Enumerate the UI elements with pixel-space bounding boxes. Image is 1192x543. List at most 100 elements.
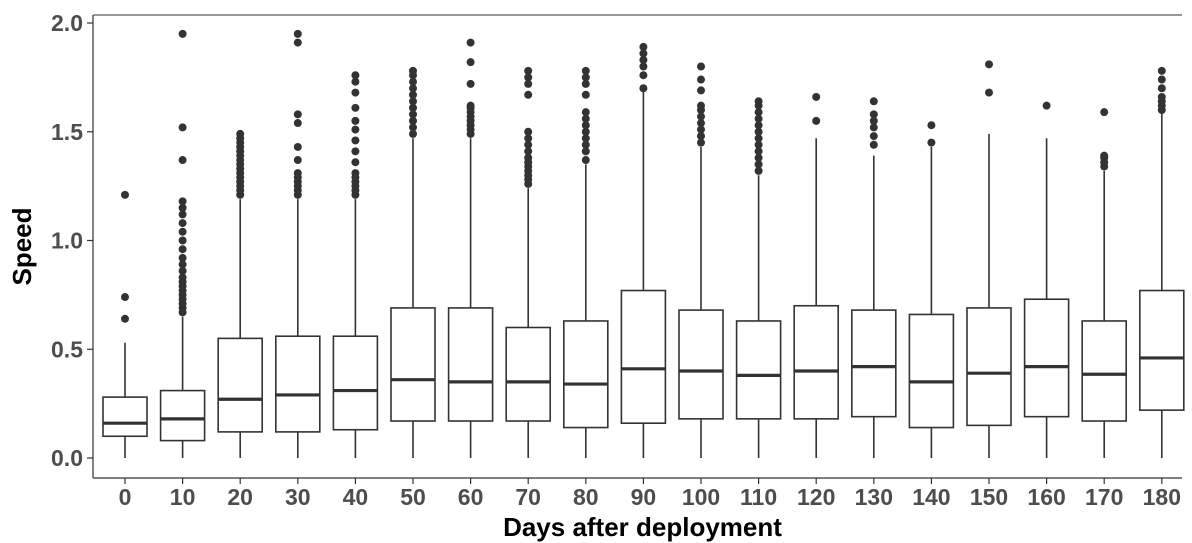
outlier-point	[524, 140, 533, 149]
x-tick-label: 80	[573, 484, 599, 510]
outlier-point	[409, 129, 417, 138]
y-axis-title: Speed	[7, 207, 37, 285]
outlier-point	[581, 108, 590, 117]
x-tick-label: 90	[631, 484, 657, 510]
outlier-point	[351, 71, 360, 80]
outlier-point	[178, 260, 187, 269]
box-iqr	[217, 337, 263, 433]
outlier-point	[524, 66, 533, 75]
outlier-point	[754, 97, 763, 106]
box-140	[908, 146, 955, 458]
outlier-point	[697, 86, 705, 95]
box-iqr	[735, 320, 782, 420]
outlier-point	[581, 66, 590, 75]
outlier-point	[293, 38, 302, 47]
outlier-point	[351, 103, 360, 112]
outlier-point	[1100, 151, 1109, 160]
outlier-point	[178, 253, 187, 262]
outlier-point	[409, 90, 417, 99]
outlier-point	[581, 134, 590, 143]
outlier-point	[639, 62, 648, 71]
x-tick-label: 180	[1143, 484, 1181, 510]
outlier-point	[178, 210, 187, 219]
box-160	[1023, 138, 1070, 458]
outlier-point	[581, 140, 590, 149]
outlier-point	[524, 127, 533, 136]
x-tick-label: 100	[682, 484, 720, 510]
outlier-point	[351, 147, 360, 156]
y-tick-label: 0.5	[51, 336, 83, 362]
outlier-point	[293, 142, 302, 151]
outlier-point	[466, 58, 475, 67]
outlier-point	[351, 136, 360, 145]
x-tick-label: 170	[1085, 484, 1123, 510]
outlier-point	[409, 103, 417, 112]
outlier-point	[812, 116, 821, 125]
outlier-point	[1042, 101, 1051, 110]
outlier-point	[178, 197, 187, 206]
box-iqr	[332, 335, 379, 431]
outlier-point	[178, 273, 187, 282]
x-tick-label: 110	[740, 484, 777, 510]
outlier-point	[754, 134, 763, 143]
outlier-point	[466, 79, 475, 88]
box-iqr	[390, 307, 436, 422]
outlier-point	[639, 42, 648, 51]
outlier-point	[351, 158, 360, 167]
plot-area	[92, 14, 1185, 479]
box-iqr	[793, 304, 840, 420]
outlier-point	[754, 160, 763, 169]
outlier-point	[293, 119, 302, 128]
outlier-point	[697, 112, 705, 121]
outlier-point	[1157, 92, 1166, 101]
outlier-point	[409, 97, 417, 106]
x-tick-label: 40	[343, 484, 369, 510]
box-110	[735, 175, 782, 458]
box-80	[562, 164, 609, 458]
outlier-point	[639, 55, 648, 64]
x-tick-label: 130	[855, 484, 893, 510]
outlier-point	[581, 147, 590, 156]
y-tick-label: 0.0	[51, 445, 83, 471]
outlier-point	[351, 77, 360, 86]
x-tick-label: 140	[912, 484, 950, 510]
outlier-point	[697, 138, 705, 147]
outlier-point	[754, 121, 763, 130]
outlier-point	[524, 73, 533, 82]
outlier-point	[985, 60, 993, 69]
outlier-point	[524, 153, 533, 162]
x-tick-label: 150	[970, 484, 1008, 510]
box-iqr	[102, 396, 148, 438]
box-70	[505, 188, 552, 458]
outlier-point	[754, 153, 763, 162]
outlier-point	[581, 73, 590, 82]
box-150	[966, 133, 1012, 458]
outlier-point	[121, 190, 129, 199]
x-tick-label: 20	[227, 484, 253, 510]
outlier-point	[351, 116, 360, 125]
outlier-point	[697, 119, 705, 128]
outlier-point	[697, 132, 705, 141]
outlier-point	[754, 108, 763, 117]
box-50	[390, 138, 436, 458]
outlier-point	[985, 88, 993, 97]
outlier-point	[178, 236, 187, 245]
outlier-point	[409, 123, 417, 132]
x-tick-label: 30	[285, 484, 311, 510]
box-170	[1081, 170, 1127, 458]
outlier-point	[754, 166, 763, 175]
outlier-point	[121, 314, 129, 323]
x-tick-label: 10	[170, 484, 196, 510]
outlier-point	[178, 245, 187, 254]
outlier-point	[178, 123, 187, 132]
y-axis-ticks: 0.0 0.5 1.0 1.5 2.0	[51, 10, 93, 471]
outlier-point	[351, 88, 360, 97]
x-tick-label: 50	[400, 484, 426, 510]
box-iqr	[678, 309, 724, 420]
box-0	[102, 342, 148, 458]
outlier-point	[178, 29, 187, 38]
outlier-point	[1157, 75, 1166, 84]
box-iqr	[620, 289, 667, 424]
outlier-point	[178, 227, 187, 236]
